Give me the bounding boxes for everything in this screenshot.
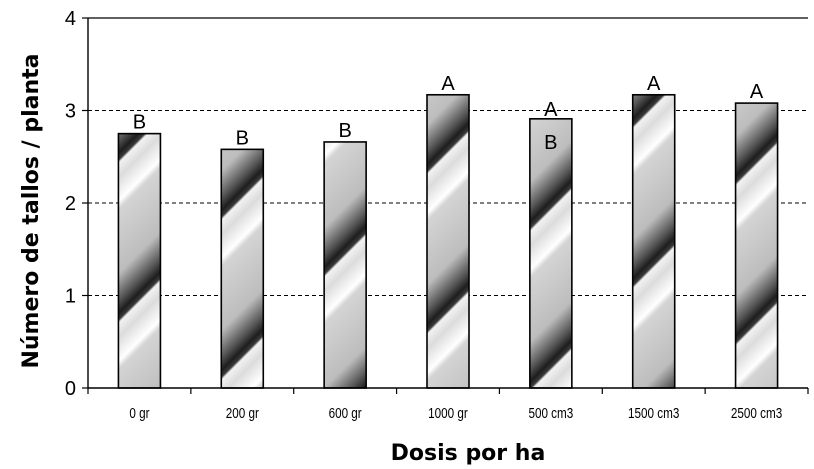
y-tick-label: 2: [65, 193, 76, 215]
y-axis-title: Número de tallos / planta: [19, 53, 44, 368]
significance-label: B: [338, 120, 351, 142]
x-axis-title: Dosis por ha: [391, 441, 546, 466]
x-tick-label: 0 gr: [129, 405, 150, 422]
significance-label: B: [544, 132, 557, 154]
significance-label: B: [236, 127, 249, 149]
bar: [631, 93, 676, 389]
significance-label: A: [750, 81, 764, 103]
y-tick-label: 0: [65, 378, 76, 400]
significance-label: A: [544, 99, 558, 121]
bar: [117, 132, 162, 389]
y-tick-label: 3: [65, 101, 76, 123]
x-tick-label: 1500 cm3: [628, 405, 679, 422]
x-tick-label: 200 gr: [226, 405, 260, 422]
x-tick-label: 600 gr: [329, 405, 363, 422]
bar: [323, 141, 367, 389]
significance-label: A: [441, 73, 455, 95]
significance-label: A: [647, 73, 661, 95]
bar: [220, 148, 265, 389]
bar: [426, 93, 470, 389]
significance-label: B: [133, 112, 146, 134]
x-tick-label: 1000 gr: [428, 405, 468, 422]
x-tick-label: 500 cm3: [528, 405, 573, 422]
bar: [734, 102, 779, 389]
y-tick-label: 4: [65, 8, 76, 30]
y-tick-label: 1: [65, 286, 76, 308]
bar: [529, 118, 573, 389]
x-tick-label: 2500 cm3: [731, 405, 782, 422]
